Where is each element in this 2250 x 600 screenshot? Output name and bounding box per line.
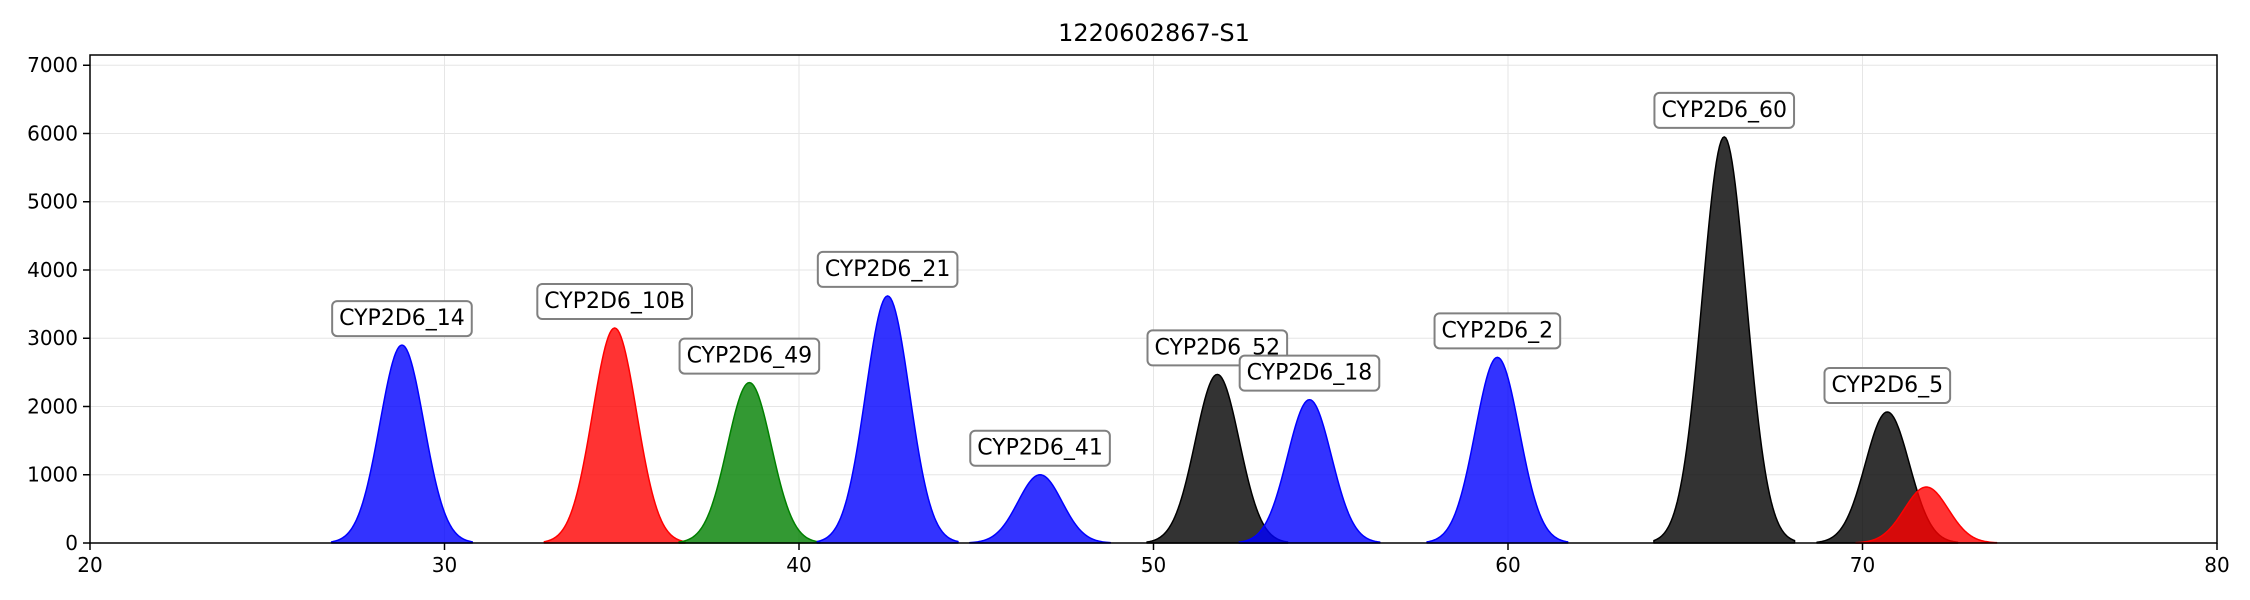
peak-label: CYP2D6_21 (816, 250, 959, 288)
peak-label: CYP2D6_49 (678, 337, 821, 375)
peak-label: CYP2D6_2 (1433, 312, 1562, 350)
peak-label: CYP2D6_5 (1823, 366, 1952, 404)
peak-area (1146, 373, 1289, 544)
y-tick-label: 6000 (27, 121, 78, 145)
peak-area (816, 295, 959, 544)
axes: 20 30 40 50 60 70 80 0 1000 2000 3000 4000 5000 6000 7… (27, 53, 2230, 577)
peak-area (968, 474, 1112, 544)
y-tick-label: 0 (65, 531, 78, 555)
peak-label-box (816, 250, 959, 288)
peak-label-text: CYP2D6_49 (687, 344, 813, 369)
peak-area (543, 327, 686, 544)
peak-label-text: CYP2D6_10B (544, 289, 685, 314)
x-tick-label: 20 (77, 553, 102, 577)
x-tick-label: 50 (1141, 553, 1166, 577)
peak-area (1238, 398, 1381, 544)
peak-label-text: CYP2D6_60 (1661, 98, 1787, 123)
peak-label-box (331, 300, 473, 338)
peak-area (1855, 486, 1998, 544)
grid-lines (89, 55, 2218, 544)
peak-label-text: CYP2D6_14 (339, 306, 465, 331)
peak-label-box (1823, 366, 1952, 404)
x-tick-label: 70 (1850, 553, 1875, 577)
peak-area (1426, 356, 1569, 544)
peak-label: CYP2D6_14 (331, 300, 473, 338)
peak-label-box (536, 283, 694, 321)
peak-label-text: CYP2D6_21 (825, 257, 951, 282)
peak-label-text: CYP2D6_18 (1247, 361, 1373, 386)
y-tick-label: 4000 (27, 258, 78, 282)
peaks (330, 136, 1998, 544)
peak-labels: CYP2D6_14 CYP2D6_10B CYP2D6_49 CYP2D6_21 CYP… (331, 91, 1952, 467)
peak-label-box (1433, 312, 1562, 350)
x-tick-label: 80 (2204, 553, 2229, 577)
x-tick-label: 40 (786, 553, 811, 577)
peak-label-box (1653, 91, 1796, 129)
peak-area (330, 344, 474, 544)
x-tick-label: 30 (432, 553, 457, 577)
peak-label: CYP2D6_10B (536, 283, 694, 321)
y-tick-label: 1000 (27, 463, 78, 487)
peak-label-box (678, 337, 821, 375)
peak-label-box (969, 429, 1111, 467)
peak-label-box (1238, 354, 1381, 392)
peak-area (678, 381, 821, 544)
peak-label: CYP2D6_41 (969, 429, 1111, 467)
chart-title: 1220602867-S1 (1058, 19, 1250, 47)
peak-label: CYP2D6_18 (1238, 354, 1381, 392)
y-tick-label: 5000 (27, 190, 78, 214)
y-tick-label: 7000 (27, 53, 78, 77)
peak-label-text: CYP2D6_2 (1442, 318, 1554, 343)
y-tick-label: 2000 (27, 394, 78, 418)
peak-label: CYP2D6_60 (1653, 91, 1796, 129)
peak-label-text: CYP2D6_41 (977, 436, 1103, 461)
y-tick-label: 3000 (27, 326, 78, 350)
peak-area (1653, 136, 1796, 544)
peak-label-text: CYP2D6_5 (1832, 373, 1944, 398)
x-tick-label: 60 (1495, 553, 1520, 577)
